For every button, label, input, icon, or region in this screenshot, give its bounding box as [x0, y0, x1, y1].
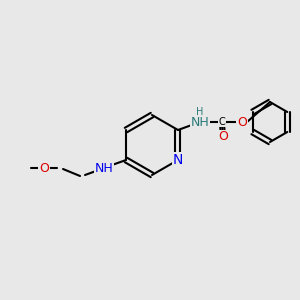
Text: O: O: [39, 161, 49, 175]
Text: O: O: [237, 116, 247, 128]
Text: NH: NH: [190, 116, 209, 128]
Text: O: O: [218, 130, 228, 143]
Text: NH: NH: [94, 161, 113, 175]
Text: C: C: [219, 117, 225, 127]
Text: N: N: [173, 153, 183, 167]
Text: H: H: [196, 107, 204, 117]
